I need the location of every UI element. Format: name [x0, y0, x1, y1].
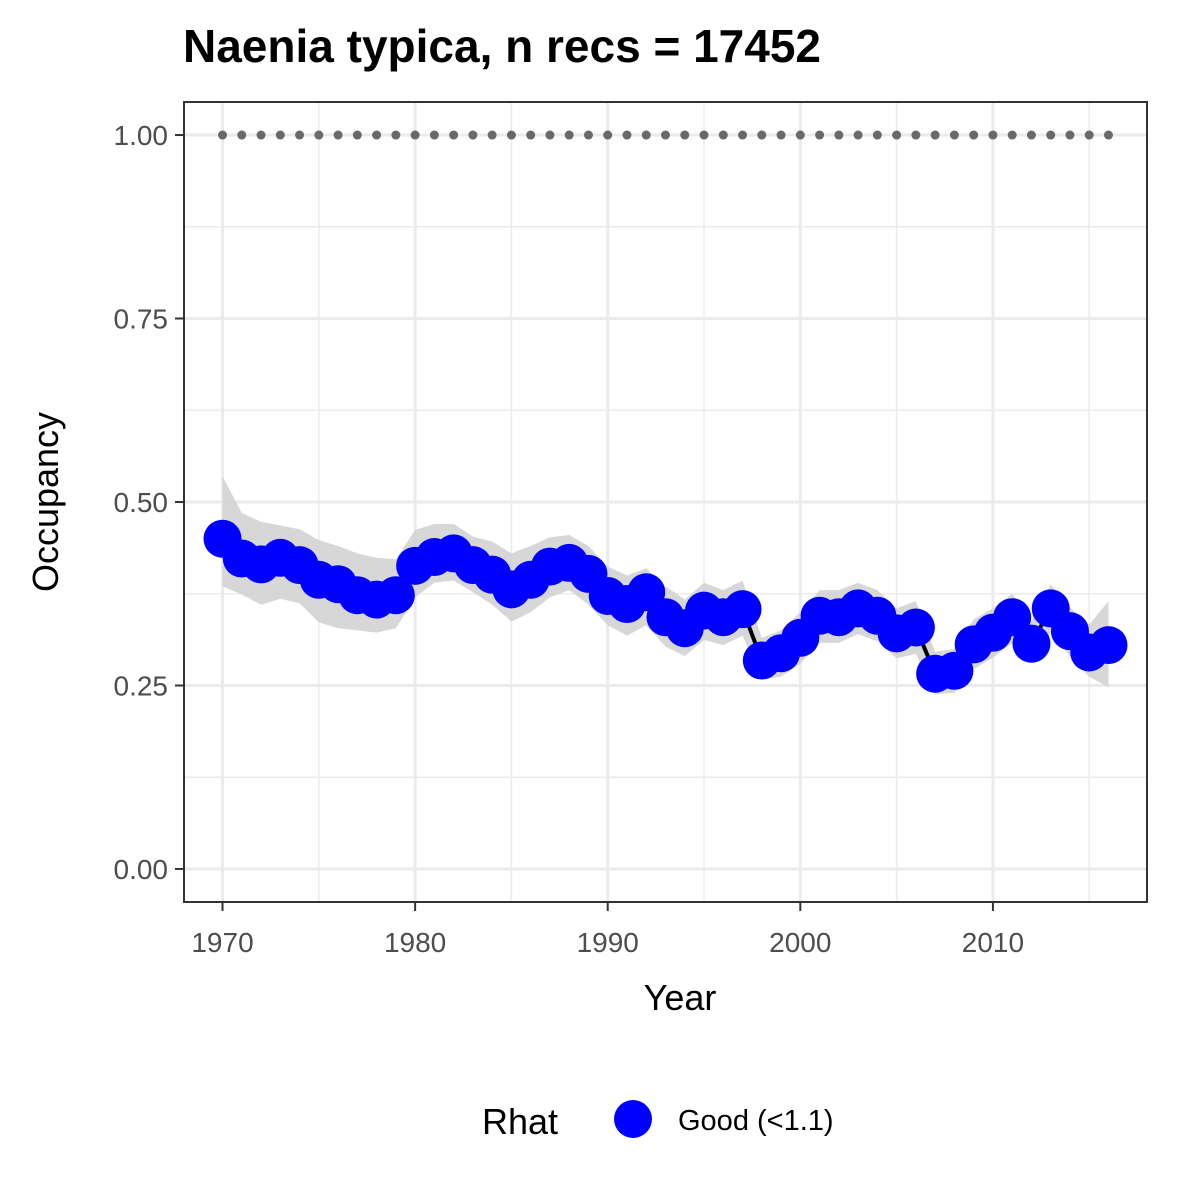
reference-dot — [757, 130, 767, 140]
data-point — [896, 608, 935, 647]
reference-dot — [949, 130, 959, 140]
reference-dot — [372, 130, 382, 140]
reference-dot — [815, 130, 825, 140]
reference-dot — [988, 130, 998, 140]
y-tick-label: 0.00 — [114, 854, 169, 885]
legend-title: Rhat — [482, 1101, 558, 1142]
reference-dot — [487, 130, 497, 140]
reference-dots-layer — [218, 130, 1113, 140]
data-point — [376, 576, 415, 615]
reference-dot — [834, 130, 844, 140]
reference-dot — [391, 130, 401, 140]
reference-dot — [1026, 130, 1036, 140]
reference-dot — [545, 130, 555, 140]
reference-dot — [795, 130, 805, 140]
y-tick-label: 0.75 — [114, 304, 169, 335]
x-tick-label: 2000 — [769, 927, 831, 958]
reference-dot — [314, 130, 324, 140]
reference-dot — [352, 130, 362, 140]
reference-dot — [661, 130, 670, 140]
x-tick-label: 1990 — [577, 927, 639, 958]
reference-dot — [295, 130, 305, 140]
data-points-layer — [203, 519, 1128, 693]
reference-dot — [622, 130, 632, 140]
reference-dot — [930, 130, 940, 140]
reference-dot — [506, 130, 516, 140]
data-point — [935, 651, 974, 690]
reference-dot — [410, 130, 420, 140]
reference-dot — [583, 130, 593, 140]
data-point — [1012, 624, 1051, 663]
data-point — [723, 590, 762, 629]
x-axis: 1970 1980 1990 2000 2010 — [191, 902, 1024, 958]
legend: Rhat Good (<1.1) — [482, 1100, 834, 1142]
reference-dot — [603, 130, 613, 140]
data-point — [993, 598, 1032, 637]
x-tick-label: 2010 — [962, 927, 1024, 958]
y-tick-label: 1.00 — [114, 120, 169, 151]
reference-dot — [468, 130, 478, 140]
x-tick-label: 1970 — [191, 927, 253, 958]
y-axis: 0.00 0.25 0.50 0.75 1.00 — [114, 120, 184, 885]
reference-dot — [1103, 130, 1113, 140]
reference-dot — [776, 130, 786, 140]
reference-dot — [969, 130, 979, 140]
y-tick-label: 0.50 — [114, 487, 169, 518]
reference-dot — [1007, 130, 1017, 140]
reference-dot — [853, 130, 863, 140]
y-tick-label: 0.25 — [114, 670, 169, 701]
reference-dot — [911, 130, 921, 140]
legend-label-good: Good (<1.1) — [678, 1105, 834, 1137]
reference-dot — [872, 130, 882, 140]
legend-key-good — [614, 1100, 652, 1138]
x-axis-title: Year — [644, 977, 717, 1018]
reference-dot — [1084, 130, 1094, 140]
reference-dot — [564, 130, 574, 140]
reference-dot — [449, 130, 459, 140]
reference-dot — [1046, 130, 1056, 140]
reference-dot — [526, 130, 536, 140]
reference-dot — [1065, 130, 1075, 140]
reference-dot — [680, 130, 690, 140]
chart-title: Naenia typica, n recs = 17452 — [183, 20, 821, 72]
reference-dot — [256, 130, 266, 140]
reference-dot — [699, 130, 709, 140]
reference-dot — [333, 130, 343, 140]
reference-dot — [718, 130, 728, 140]
reference-dot — [237, 130, 247, 140]
reference-dot — [738, 130, 748, 140]
reference-dot — [892, 130, 902, 140]
reference-dot — [275, 130, 285, 140]
reference-dot — [218, 130, 228, 140]
data-point — [1089, 626, 1128, 665]
x-tick-label: 1980 — [384, 927, 446, 958]
reference-dot — [429, 130, 439, 140]
y-axis-title: Occupancy — [25, 412, 66, 592]
reference-dot — [641, 130, 651, 140]
